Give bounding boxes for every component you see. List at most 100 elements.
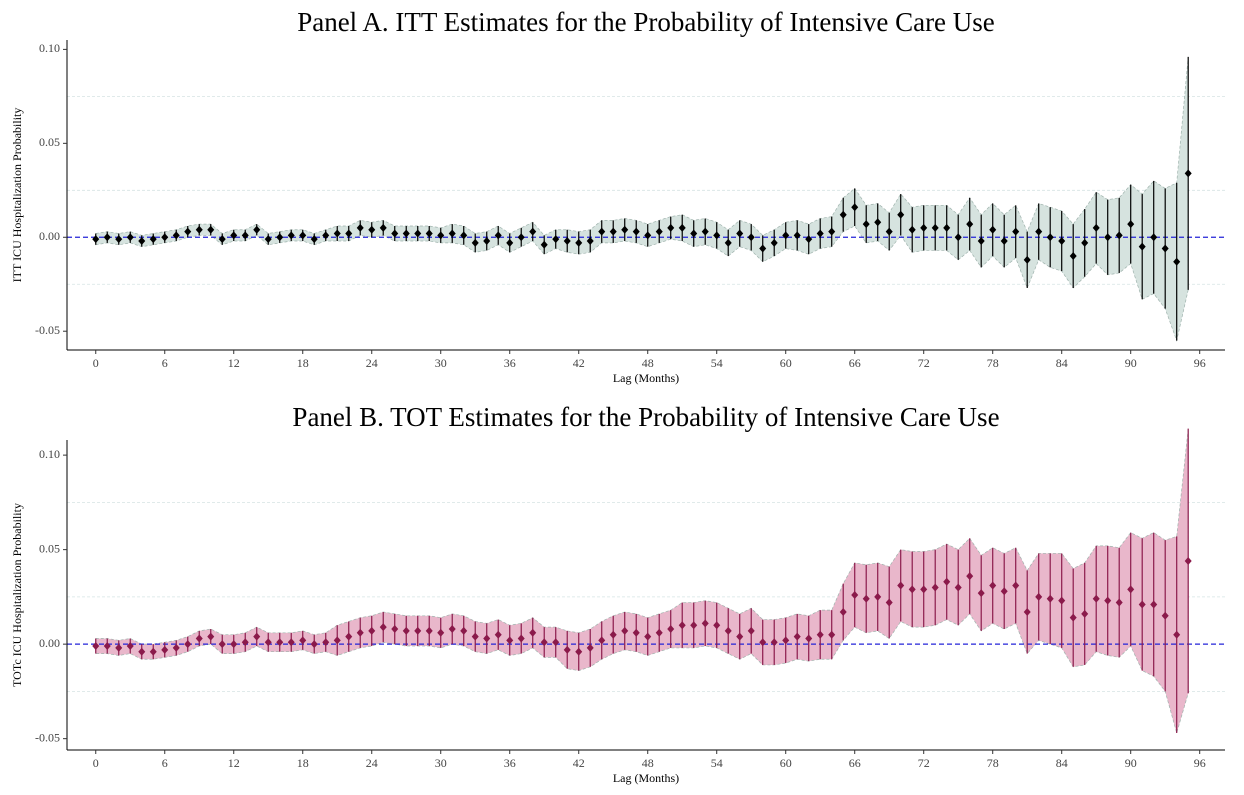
point [1012,581,1020,590]
point [425,626,433,635]
confidence-band [95,56,1189,342]
y-tick-label: 0.05 [39,541,60,555]
point [437,628,445,637]
x-tick-label: 48 [642,756,654,770]
y-axis-label: TOTc ICU Hospitalization Probability [10,503,24,687]
confidence-band [95,428,1189,735]
point [391,229,399,238]
point [690,229,698,238]
point [920,223,928,232]
point [920,585,928,594]
point [908,585,916,594]
point [598,227,606,236]
point [333,229,341,238]
point [1115,231,1123,240]
x-tick-label: 42 [573,756,585,770]
point [736,632,744,641]
point [264,638,272,647]
x-tick-label: 30 [435,356,447,370]
point [103,642,111,651]
x-tick-label: 12 [228,356,240,370]
point [782,231,790,240]
point [1035,592,1043,601]
point [701,619,709,628]
point [770,638,778,647]
x-tick-label: 72 [918,356,930,370]
point [655,227,663,236]
point [115,643,123,652]
point [540,240,548,249]
point [172,643,180,652]
point [931,223,939,232]
point [977,589,985,598]
point [345,229,353,238]
y-tick-label: -0.05 [35,323,60,337]
point [345,632,353,641]
point [966,572,974,581]
point [805,634,813,643]
point [862,594,870,603]
point [782,636,790,645]
point [690,621,698,630]
point [1127,220,1135,229]
point [218,235,226,244]
point [586,643,594,652]
point [1058,237,1066,246]
x-tick-label: 90 [1125,756,1137,770]
point [1092,223,1100,232]
point [402,626,410,635]
point [460,231,468,240]
point [241,638,249,647]
point [138,237,146,246]
point [1058,596,1066,605]
point [667,625,675,634]
x-tick-label: 54 [711,356,723,370]
x-tick-label: 60 [780,356,792,370]
point [1173,257,1181,266]
point [552,235,560,244]
y-tick-label: 0.10 [39,41,60,55]
point [437,231,445,240]
x-tick-label: 0 [93,756,99,770]
point [1081,238,1089,247]
point [609,630,617,639]
point [253,632,261,641]
x-tick-label: 36 [504,756,516,770]
panel-title: Panel B. TOT Estimates for the Probabili… [292,402,999,432]
point [966,220,974,229]
point [483,237,491,246]
point [943,223,951,232]
point [460,626,468,635]
point [207,632,215,641]
point [92,235,100,244]
point [793,632,801,641]
point [989,225,997,234]
point [839,608,847,617]
point [954,583,962,592]
point [448,625,456,634]
point [828,630,836,639]
point [644,231,652,240]
point [195,225,203,234]
point [299,231,307,240]
point [368,225,376,234]
point [391,625,399,634]
x-tick-label: 78 [987,756,999,770]
point [575,238,583,247]
point [368,626,376,635]
point [264,235,272,244]
point [172,231,180,240]
x-axis-label: Lag (Months) [613,371,679,385]
point [149,647,157,656]
point [1161,244,1169,253]
point [759,244,767,253]
point [874,218,882,227]
point [908,225,916,234]
y-tick-label: 0.00 [39,636,60,650]
point [471,238,479,247]
point [448,229,456,238]
point [563,645,571,654]
point [1012,227,1020,236]
point [644,632,652,641]
panel-title: Panel A. ITT Estimates for the Probabili… [297,7,995,37]
